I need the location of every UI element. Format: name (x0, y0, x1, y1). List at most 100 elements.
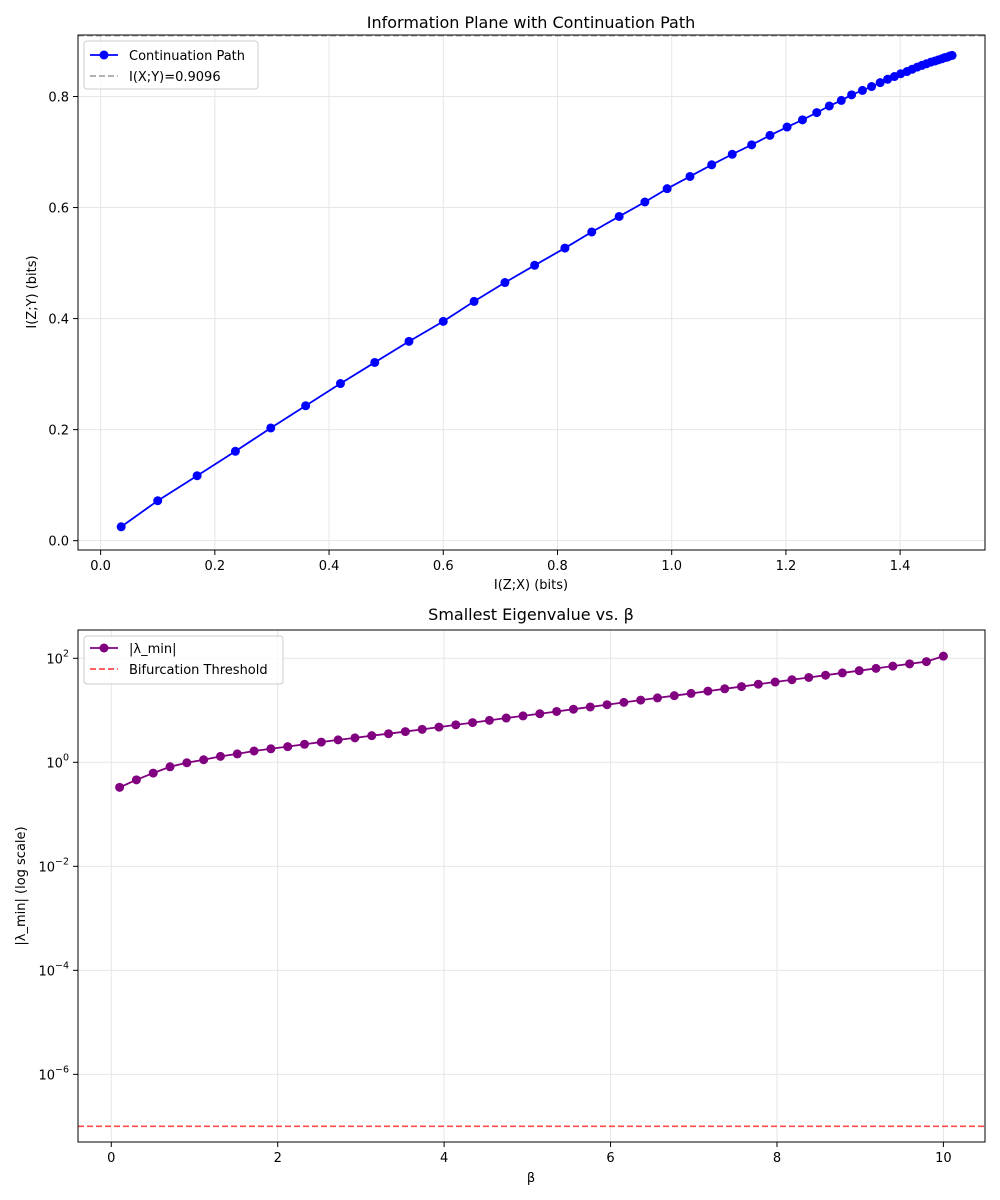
y-tick-label: 100 (46, 752, 69, 771)
data-point (737, 682, 747, 692)
grid-lines (78, 630, 985, 1142)
data-point (921, 657, 931, 667)
data-point (905, 659, 915, 669)
data-point (438, 316, 448, 326)
data-point (662, 184, 672, 194)
data-point (400, 727, 410, 737)
x-tick-label: 0.2 (204, 559, 225, 574)
legend-frame (83, 40, 259, 90)
data-point (530, 260, 540, 270)
x-tick-label: 0.4 (319, 559, 340, 574)
data-point (115, 782, 125, 792)
data-point (686, 688, 696, 698)
plot-area-frame (77, 629, 986, 1143)
data-point (821, 670, 831, 680)
data-point (614, 211, 624, 221)
data-point (938, 651, 948, 661)
y-axis-ticks: 10−6 10−4 10−2 100 102 (38, 648, 78, 1083)
data-point (703, 686, 713, 696)
x-axis-label: I(Z;X) (bits) (494, 578, 568, 593)
data-point (857, 85, 867, 95)
data-point (367, 731, 377, 741)
data-point (232, 749, 242, 759)
data-point (707, 160, 717, 170)
data-point (888, 661, 898, 671)
data-point (215, 751, 225, 761)
data-point (535, 709, 545, 719)
data-point (434, 722, 444, 732)
data-point (301, 401, 311, 411)
data-point (947, 50, 957, 60)
data-point (602, 700, 612, 710)
x-tick-label: 1.4 (890, 559, 911, 574)
data-point (836, 95, 846, 105)
data-point (370, 357, 380, 367)
legend: Continuation Path I(X;Y)=0.9096 (83, 40, 259, 90)
data-point (804, 672, 814, 682)
data-point (787, 675, 797, 685)
data-point (230, 446, 240, 456)
data-point (468, 718, 478, 728)
data-point (116, 522, 126, 532)
data-point (384, 729, 394, 739)
legend: |λ_min| Bifurcation Threshold (83, 635, 284, 685)
data-point (765, 130, 775, 140)
x-tick-label: 2 (274, 1151, 282, 1166)
y-tick-label: 102 (46, 648, 69, 667)
data-point (404, 336, 414, 346)
data-point (587, 227, 597, 237)
data-point (153, 496, 163, 506)
data-point (451, 720, 461, 730)
data-point (518, 711, 528, 721)
data-point (182, 758, 192, 768)
data-point (335, 379, 345, 389)
x-tick-label: 6 (606, 1151, 614, 1166)
data-point (283, 742, 293, 752)
legend-label-bifurcation-threshold: Bifurcation Threshold (129, 663, 268, 678)
data-point (753, 679, 763, 689)
data-point (652, 693, 662, 703)
data-point (619, 697, 629, 707)
legend-frame (83, 635, 284, 685)
data-point (249, 746, 259, 756)
plot-area-frame (77, 34, 986, 551)
x-tick-label: 8 (773, 1151, 781, 1166)
legend-label-mutual-information: I(X;Y)=0.9096 (129, 70, 221, 85)
data-point (782, 122, 792, 132)
data-point (875, 78, 885, 88)
x-tick-label: 1.2 (776, 559, 797, 574)
data-point (500, 278, 510, 288)
data-point (469, 296, 479, 306)
data-point (192, 471, 202, 481)
data-point (636, 695, 646, 705)
data-point (770, 677, 780, 687)
x-axis-ticks: 0 2 4 6 8 10 (107, 1142, 952, 1166)
y-axis-ticks: 0.0 0.2 0.4 0.6 0.8 (48, 91, 78, 550)
y-tick-label: 0.8 (48, 91, 69, 106)
grid-lines (78, 35, 985, 550)
y-tick-label: 0.4 (48, 313, 69, 328)
data-point (883, 74, 893, 84)
data-point (727, 149, 737, 159)
data-point (847, 90, 857, 100)
data-point (266, 744, 276, 754)
data-point (797, 115, 807, 125)
data-point (871, 663, 881, 673)
data-point (568, 704, 578, 714)
legend-label-continuation-path: Continuation Path (129, 49, 245, 64)
data-point (148, 768, 158, 778)
data-point (685, 171, 695, 181)
y-tick-label: 0.2 (48, 424, 69, 439)
y-tick-label: 10−2 (38, 856, 69, 875)
y-tick-label: 10−6 (38, 1064, 69, 1083)
x-tick-label: 0 (107, 1151, 115, 1166)
y-tick-label: 0.6 (48, 202, 69, 217)
x-tick-label: 1.0 (661, 559, 682, 574)
data-point (854, 666, 864, 676)
legend-marker-continuation-path (99, 50, 109, 60)
data-point (867, 82, 877, 92)
chart-title: Smallest Eigenvalue vs. β (428, 605, 634, 624)
data-point (501, 713, 511, 723)
